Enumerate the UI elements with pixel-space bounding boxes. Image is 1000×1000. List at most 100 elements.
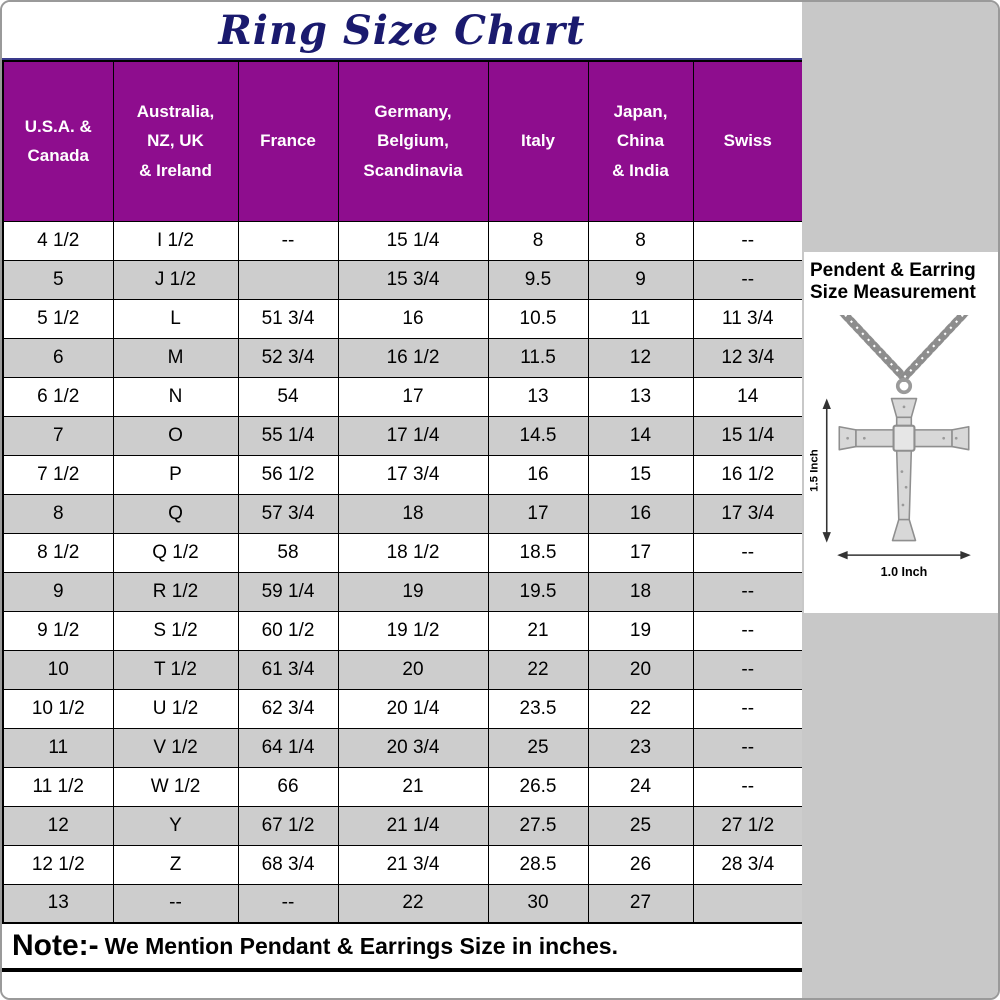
size-cell: 5 1/2 (2, 298, 114, 339)
size-cell: -- (112, 883, 239, 924)
size-cell: J 1/2 (112, 259, 239, 300)
size-cell: -- (692, 766, 804, 807)
size-cell: 23 (587, 727, 694, 768)
size-cell: 11 (587, 298, 694, 339)
size-cell: 23.5 (487, 688, 589, 729)
size-cell: 6 1/2 (2, 376, 114, 417)
size-cell: -- (692, 220, 804, 261)
size-cell: 16 1/2 (692, 454, 804, 495)
size-cell: S 1/2 (112, 610, 239, 651)
height-arrow (822, 398, 831, 543)
size-cell: 59 1/4 (237, 571, 339, 612)
size-cell: L (112, 298, 239, 339)
size-cell: 19.5 (487, 571, 589, 612)
size-cell: 26 (587, 844, 694, 885)
size-cell: 52 3/4 (237, 337, 339, 378)
size-cell: 57 3/4 (237, 493, 339, 534)
column-header: U.S.A. & Canada (2, 60, 114, 222)
size-cell: 10.5 (487, 298, 589, 339)
size-cell: 25 (587, 805, 694, 846)
table-row: 8 Q 57 3/4 18 17 16 17 3/4 (2, 493, 804, 534)
size-cell: V 1/2 (112, 727, 239, 768)
size-cell: 10 (2, 649, 114, 690)
size-cell: Z (112, 844, 239, 885)
size-cell: 17 3/4 (337, 454, 489, 495)
size-cell: 28 3/4 (692, 844, 804, 885)
size-cell: 56 1/2 (237, 454, 339, 495)
size-cell: 21 3/4 (337, 844, 489, 885)
table-row: 7 1/2 P 56 1/2 17 3/4 16 15 16 1/2 (2, 454, 804, 495)
pendant-heading-line2: Size Measurement (810, 282, 976, 304)
size-cell: 14.5 (487, 415, 589, 456)
size-cell: 20 (337, 649, 489, 690)
size-cell: 17 (337, 376, 489, 417)
size-cell: 20 (587, 649, 694, 690)
size-cell: 9 (587, 259, 694, 300)
table-row: 10 1/2 U 1/2 62 3/4 20 1/4 23.5 22 -- (2, 688, 804, 729)
size-cell: 68 3/4 (237, 844, 339, 885)
size-cell: 28.5 (487, 844, 589, 885)
size-cell: -- (692, 649, 804, 690)
size-cell: 6 (2, 337, 114, 378)
size-cell: 18 (337, 493, 489, 534)
size-cell: 15 (587, 454, 694, 495)
size-cell: 16 (587, 493, 694, 534)
size-cell: 16 1/2 (337, 337, 489, 378)
size-cell: -- (237, 220, 339, 261)
ring-size-table: U.S.A. & Canada Australia, NZ, UK & Irela… (2, 60, 804, 924)
table-row: 6 1/2 N 54 17 13 13 14 (2, 376, 804, 417)
height-label: 1.5 Inch (810, 449, 820, 492)
size-cell: 15 1/4 (692, 415, 804, 456)
size-cell: 13 (2, 883, 114, 924)
column-header: Swiss (692, 60, 804, 222)
size-cell: P (112, 454, 239, 495)
size-cell: 58 (237, 532, 339, 573)
size-cell: 27 (587, 883, 694, 924)
size-cell: 12 (2, 805, 114, 846)
pendant-heading: Pendent & Earring Size Measurement (810, 260, 998, 305)
width-arrow (837, 550, 971, 560)
chart-area: Ring Size Chart U.S.A. & Canada Australia… (2, 2, 804, 998)
size-cell: 51 3/4 (237, 298, 339, 339)
page-title: Ring Size Chart (2, 2, 802, 60)
table-row: 5 1/2 L 51 3/4 16 10.5 11 11 3/4 (2, 298, 804, 339)
table-body: 4 1/2 I 1/2 -- 15 1/4 8 8 -- 5 J 1/2 15 3/4 9.5 9 --… (2, 220, 804, 924)
size-cell: 8 1/2 (2, 532, 114, 573)
necklace-chain-icon (839, 314, 969, 394)
size-cell: 8 (487, 220, 589, 261)
size-cell: 7 (2, 415, 114, 456)
size-cell: -- (692, 727, 804, 768)
size-cell: 9 (2, 571, 114, 612)
size-cell: 61 3/4 (237, 649, 339, 690)
size-cell: Q (112, 493, 239, 534)
cross-pendant-icon (838, 397, 970, 542)
size-cell: -- (237, 883, 339, 924)
size-cell: 11 3/4 (692, 298, 804, 339)
size-cell: 25 (487, 727, 589, 768)
size-cell: 14 (692, 376, 804, 417)
size-cell (237, 259, 339, 300)
column-header: Italy (487, 60, 589, 222)
size-cell: 64 1/4 (237, 727, 339, 768)
size-cell: 22 (587, 688, 694, 729)
size-cell: 9.5 (487, 259, 589, 300)
table-row: 7 O 55 1/4 17 1/4 14.5 14 15 1/4 (2, 415, 804, 456)
size-cell: 9 1/2 (2, 610, 114, 651)
size-cell: 17 (587, 532, 694, 573)
size-cell (692, 883, 804, 924)
size-cell: R 1/2 (112, 571, 239, 612)
size-cell: 20 3/4 (337, 727, 489, 768)
size-cell: 18 1/2 (337, 532, 489, 573)
size-cell: 21 (487, 610, 589, 651)
size-cell: 17 3/4 (692, 493, 804, 534)
size-cell: I 1/2 (112, 220, 239, 261)
size-cell: 60 1/2 (237, 610, 339, 651)
size-cell: 17 (487, 493, 589, 534)
table-row: 10 T 1/2 61 3/4 20 22 20 -- (2, 649, 804, 690)
size-cell: -- (692, 571, 804, 612)
column-header: Australia, NZ, UK & Ireland (112, 60, 239, 222)
size-cell: N (112, 376, 239, 417)
size-cell: T 1/2 (112, 649, 239, 690)
size-cell: -- (692, 532, 804, 573)
